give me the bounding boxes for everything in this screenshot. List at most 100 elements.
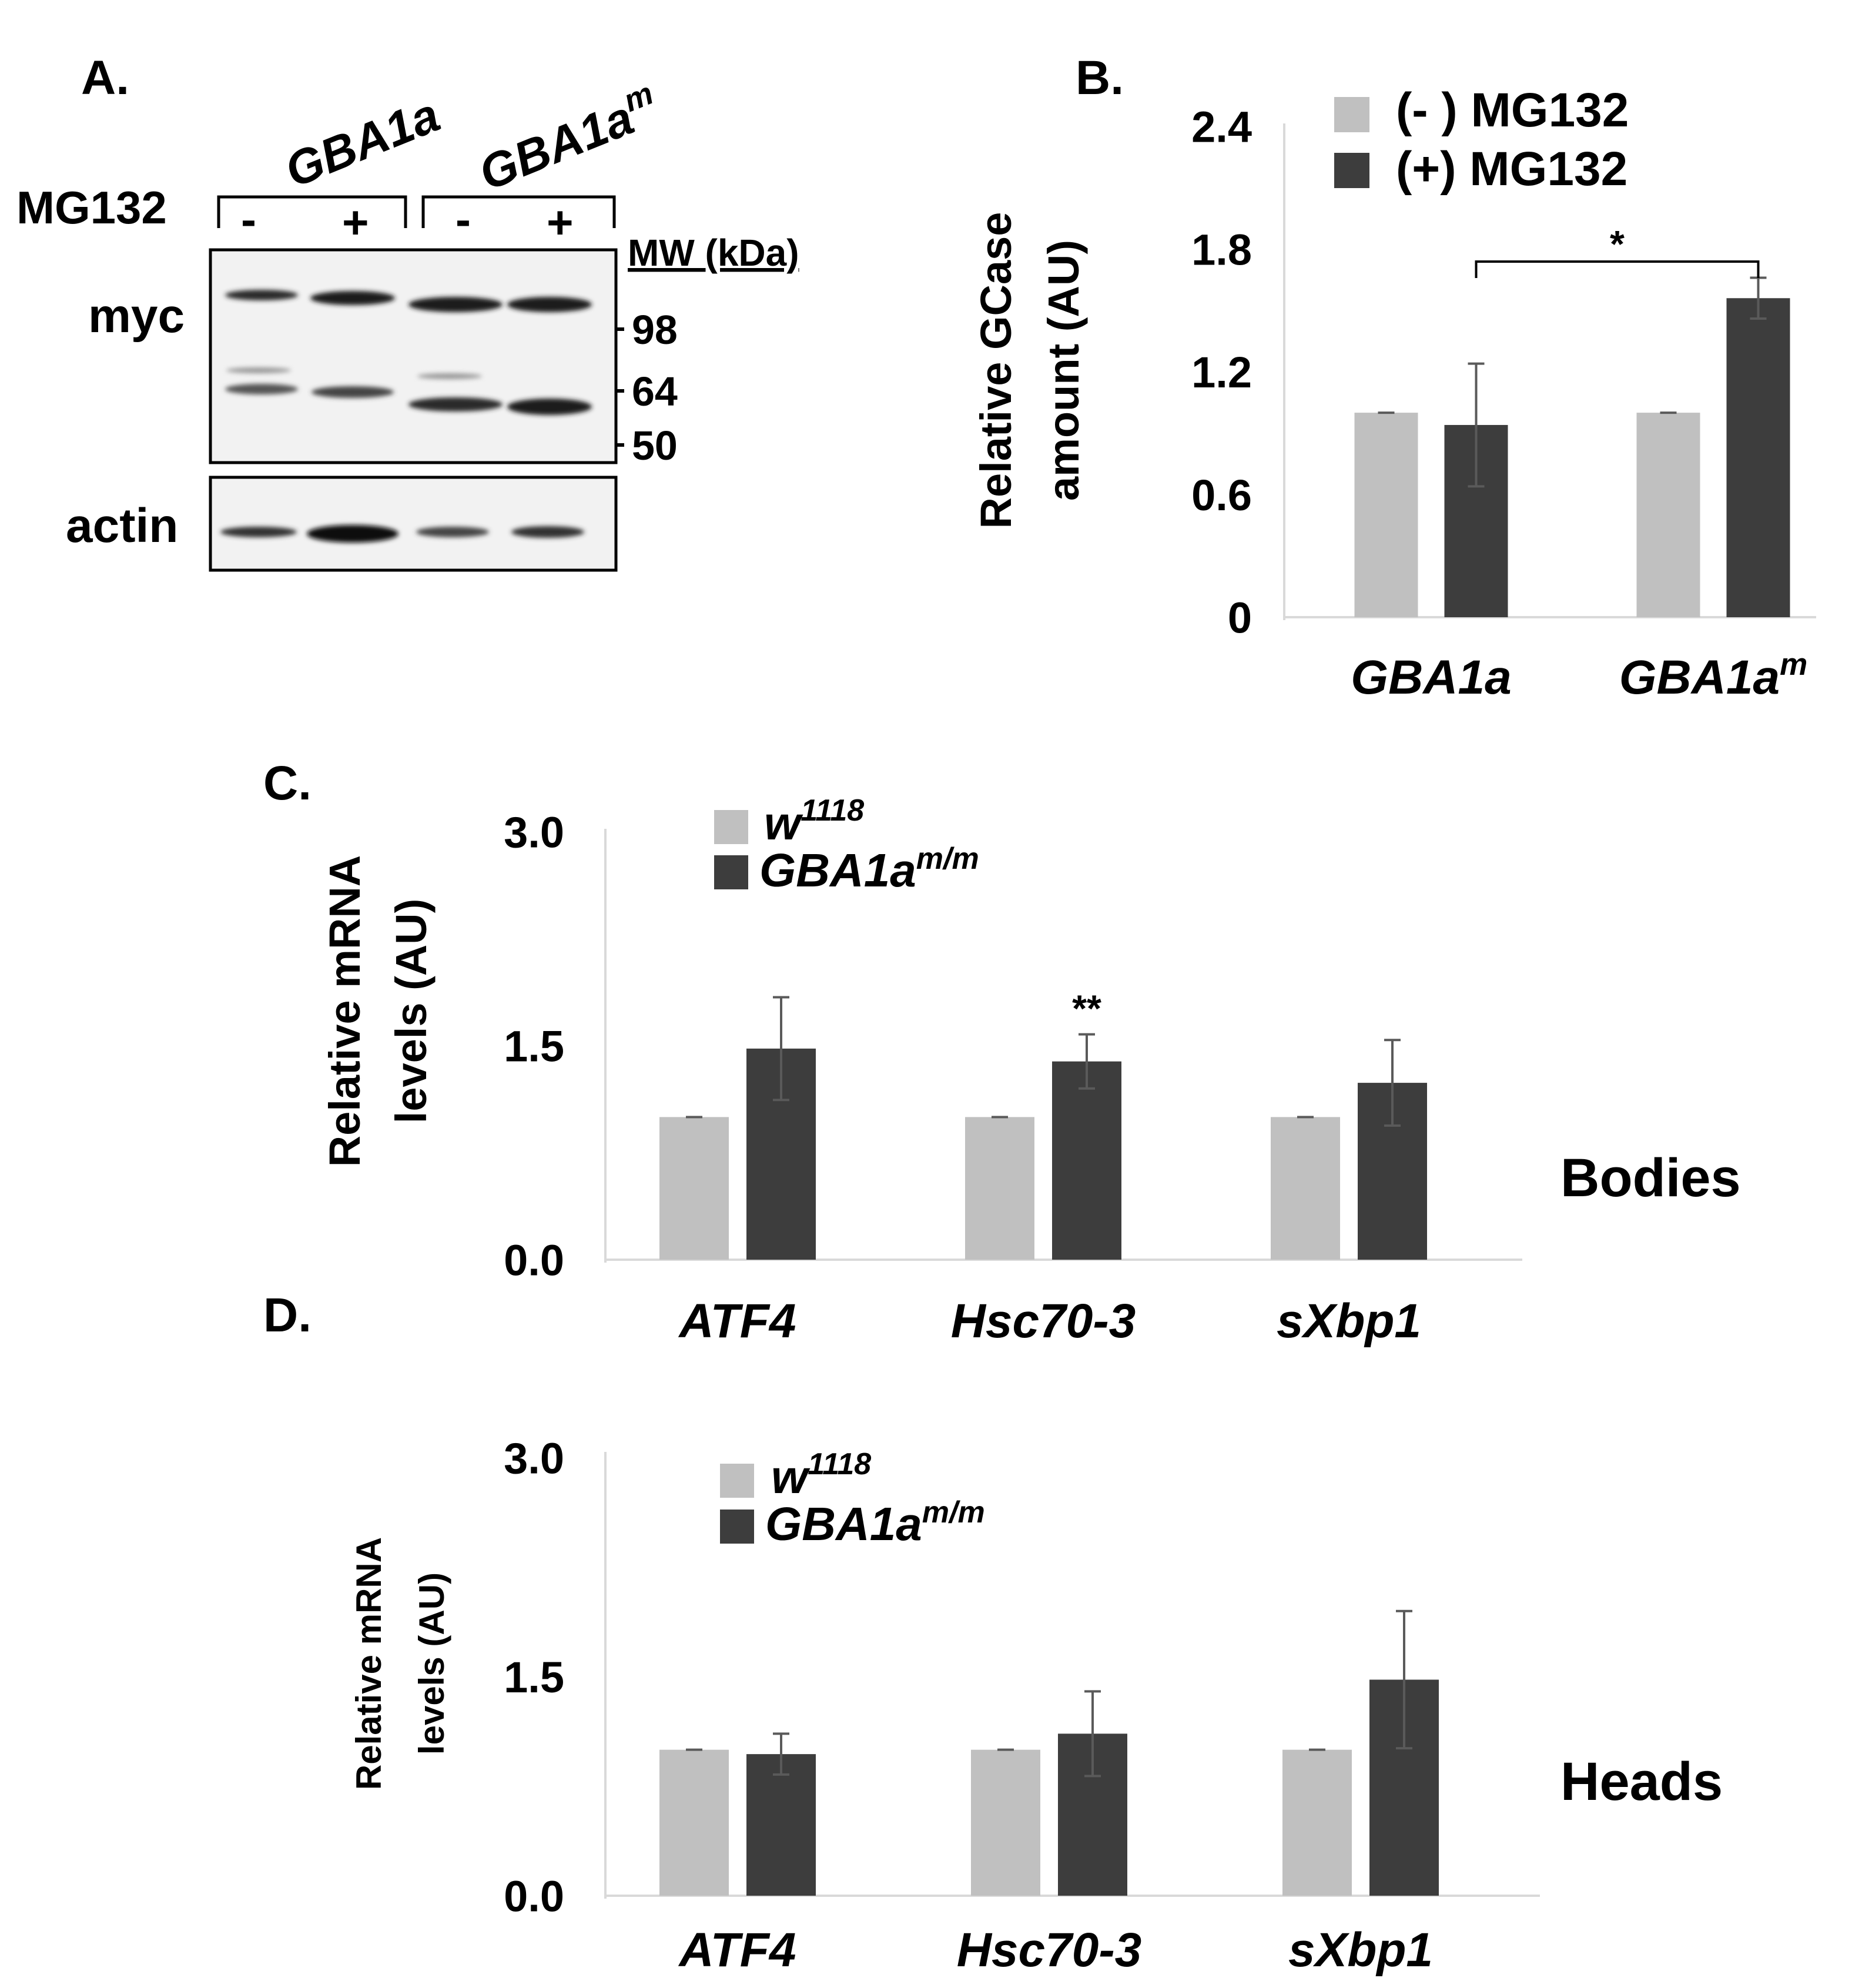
- mw-header: MW (kDa): [628, 232, 799, 274]
- group-label-gba1a: GBA1a: [278, 88, 447, 198]
- myc-blot: [209, 248, 618, 464]
- chart-d-bar: [746, 1754, 816, 1896]
- chart-d-category-label: Hsc70-3: [957, 1923, 1142, 1977]
- myc-band-faint-3: [417, 373, 482, 379]
- actin-band-3: [416, 527, 489, 537]
- treatment-label: MG132: [16, 182, 167, 233]
- chart-d-category-text: ATF4: [678, 1923, 796, 1977]
- panel-c: C. 0.0 1.5 3.0 Relative mRNA levels (AU) ATF4…: [263, 757, 1741, 1348]
- chart-b-ytick-label: 0.6: [1191, 471, 1252, 520]
- chart-d-ytick-label: 1.5: [504, 1653, 564, 1702]
- legend-b-swatch-minus: [1334, 97, 1369, 132]
- side-label-bodies: Bodies: [1560, 1148, 1741, 1208]
- chart-b-category-text: GBA1a: [1619, 651, 1780, 704]
- legend-c: w1118 GBA1am/m: [714, 794, 979, 896]
- actin-blot: [209, 476, 618, 572]
- sign-1: -: [241, 193, 256, 245]
- chart-c-category-label: ATF4: [678, 1294, 796, 1348]
- mw-50: 50: [632, 423, 678, 468]
- panel-b-label: B.: [1076, 51, 1124, 105]
- chart-b-category-sup: m: [1780, 647, 1807, 682]
- legend-d-gba1amm-text: GBA1a: [765, 1498, 922, 1550]
- bracket-gba1am: [421, 195, 616, 228]
- chart-d-ytick-label: 3.0: [504, 1434, 564, 1483]
- group-label-gba1am: GBA1am: [470, 76, 667, 201]
- legend-b-label-plus: (+) MG132: [1396, 142, 1627, 196]
- chart-c-significance-mark: **: [1072, 988, 1101, 1030]
- panel-d: D. 0.0 1.5 3.0 Relative mRNA levels (AU) ATF4…: [263, 1288, 1723, 1977]
- legend-b-label-minus: (- ) MG132: [1396, 83, 1629, 137]
- chart-d: 0.0 1.5 3.0 Relative mRNA levels (AU) ATF4 Hsc…: [349, 1434, 1540, 1977]
- chart-c-ytick-label: 1.5: [504, 1022, 564, 1071]
- panel-d-label: D.: [263, 1288, 312, 1342]
- chart-b-bar: [1354, 413, 1418, 617]
- chart-d-bar: [971, 1749, 1040, 1896]
- chart-b-significance-mark: *: [1610, 223, 1625, 265]
- chart-d-category-text: sXbp1: [1288, 1923, 1433, 1977]
- sign-3: -: [456, 193, 471, 245]
- chart-b-ylabel-line: amount (AU): [1039, 240, 1088, 501]
- chart-b-ytick-label: 2.4: [1191, 103, 1252, 152]
- legend-c-w1118-sup: 1118: [801, 794, 864, 828]
- chart-d-ylabel-line: Relative mRNA: [349, 1537, 389, 1790]
- chart-d-ylabel-line: levels (AU): [412, 1572, 451, 1755]
- myc-band-faint-1: [226, 367, 291, 373]
- chart-b-bar: [1636, 413, 1700, 617]
- chart-b: 0 0.6 1.2 1.8 2.4 Relative GCase amount (AU) GB…: [972, 103, 1816, 704]
- myc-band-lower-4: [507, 399, 592, 415]
- panel-c-label: C.: [263, 757, 312, 810]
- legend-d-swatch-w1118: [720, 1464, 754, 1498]
- mw-98: 98: [632, 307, 678, 353]
- chart-b-ytick-label: 0: [1228, 594, 1252, 642]
- chart-c-bar: [965, 1117, 1034, 1260]
- side-label-heads: Heads: [1560, 1752, 1723, 1812]
- myc-band-lower-3: [408, 397, 503, 411]
- svg-text:GBA1am: GBA1am: [470, 76, 667, 201]
- myc-band-upper-2: [310, 291, 395, 305]
- chart-c-category-text: Hsc70-3: [951, 1294, 1136, 1348]
- legend-d-w1118-text: w: [771, 1451, 811, 1503]
- chart-d-bar: [1282, 1749, 1352, 1896]
- chart-d-category-text: Hsc70-3: [957, 1923, 1142, 1977]
- myc-band-upper-1: [225, 290, 298, 300]
- legend-d-label-gba1amm: GBA1am/m: [765, 1495, 985, 1550]
- chart-b-category-label: GBA1am: [1619, 647, 1808, 704]
- chart-d-category-label: sXbp1: [1288, 1923, 1433, 1977]
- legend-d-swatch-gba1amm: [720, 1510, 754, 1544]
- myc-band-lower-1: [225, 384, 298, 394]
- legend-c-w1118-text: w: [764, 797, 803, 849]
- group-label-gba1am-text: GBA1a: [472, 91, 641, 201]
- legend-b-swatch-plus: [1334, 153, 1369, 188]
- row-label-myc: myc: [88, 289, 185, 343]
- chart-c-bar: [659, 1117, 729, 1260]
- actin-band-4: [511, 526, 584, 538]
- chart-c-category-label: Hsc70-3: [951, 1294, 1136, 1348]
- chart-c-bar: [1052, 1061, 1121, 1260]
- actin-band-2: [307, 525, 398, 543]
- chart-b-ylabel-line: Relative GCase: [972, 212, 1020, 529]
- panel-a: A. GBA1a GBA1am MG132 - + - + MW (kDa) m…: [16, 51, 799, 572]
- sign-4: +: [547, 196, 574, 248]
- chart-d-category-label: ATF4: [678, 1923, 796, 1977]
- row-label-actin: actin: [66, 499, 178, 553]
- panel-b: B. 0 0.6 1.2 1.8 2.4 Relative GCase amount (AU…: [972, 51, 1816, 704]
- myc-band-upper-3: [408, 297, 503, 312]
- myc-band-upper-4: [507, 297, 592, 312]
- chart-c-ytick-label: 0.0: [504, 1236, 564, 1285]
- legend-b: (- ) MG132 (+) MG132: [1334, 83, 1629, 196]
- legend-c-gba1amm-text: GBA1a: [759, 844, 916, 896]
- chart-c-category-text: sXbp1: [1277, 1294, 1421, 1348]
- chart-c: 0.0 1.5 3.0 Relative mRNA levels (AU) ATF4 Hsc…: [320, 808, 1522, 1348]
- chart-d-bar: [659, 1749, 729, 1896]
- myc-band-lower-2: [312, 386, 394, 398]
- legend-c-swatch-gba1amm: [714, 855, 748, 889]
- legend-c-label-gba1amm: GBA1am/m: [759, 842, 979, 896]
- bracket-gba1a: [217, 195, 407, 228]
- chart-c-ylabel-line: Relative mRNA: [320, 855, 369, 1167]
- legend-d-gba1amm-sup: m/m: [922, 1495, 985, 1530]
- actin-band-1: [220, 527, 297, 537]
- chart-c-ytick-label: 3.0: [504, 808, 564, 857]
- legend-d-w1118-sup: 1118: [808, 1447, 871, 1481]
- legend-c-gba1amm-sup: m/m: [916, 842, 979, 876]
